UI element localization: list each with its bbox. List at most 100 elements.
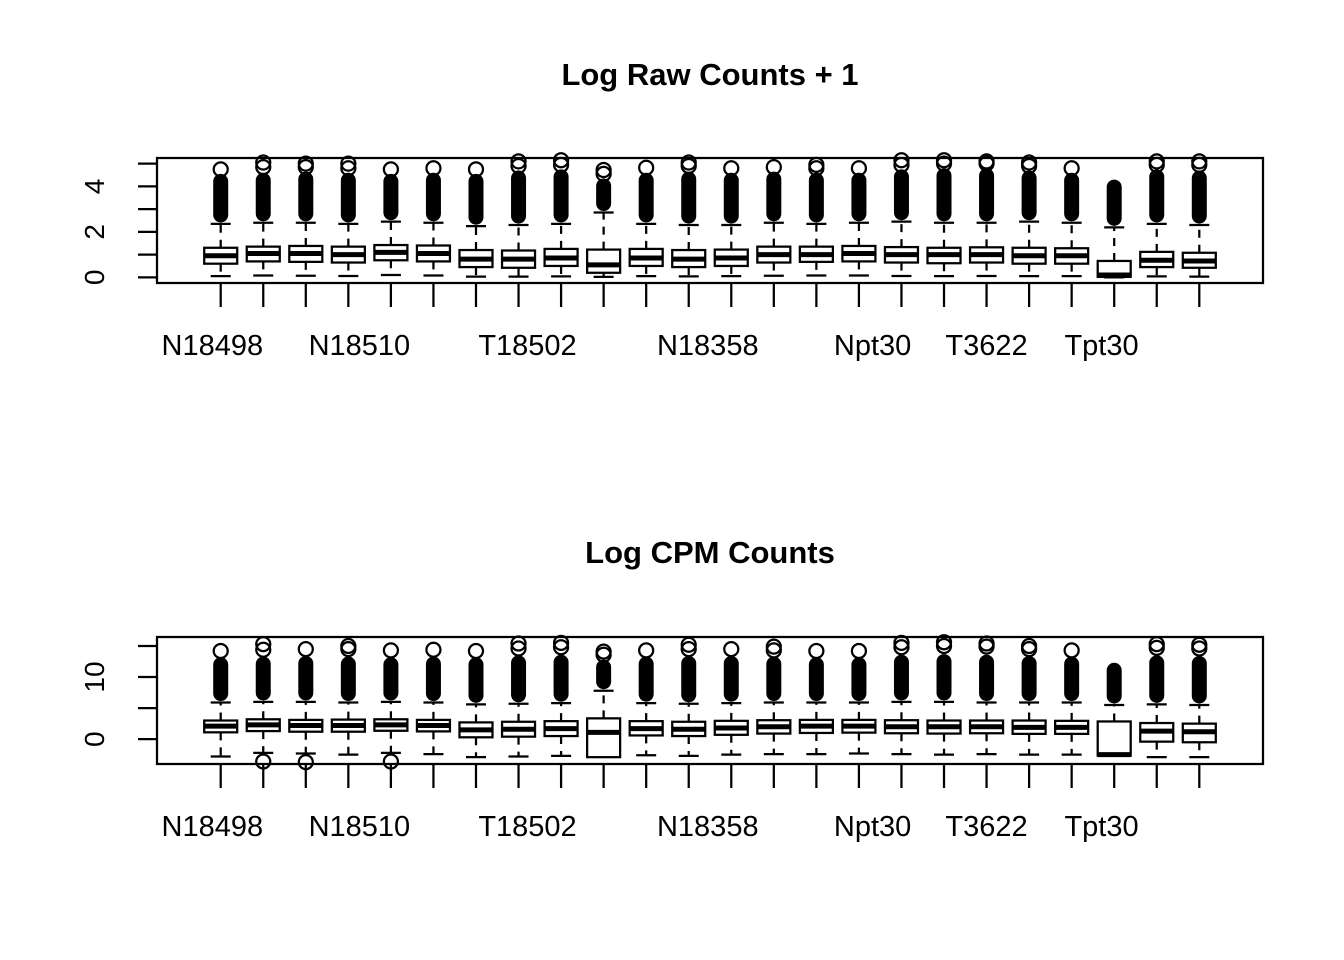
- outlier-column-tip: [468, 214, 484, 226]
- boxplot: [926, 152, 962, 278]
- outlier-point: [680, 154, 697, 171]
- outlier-point: [935, 634, 953, 651]
- outlier-point: [255, 154, 272, 171]
- outlier-point: [340, 637, 357, 655]
- boxplot: [203, 642, 239, 758]
- boxplot: [373, 642, 409, 770]
- outlier-point: [297, 155, 314, 172]
- x-axis-sample-label: Tpt30: [1064, 330, 1138, 362]
- outlier-point: [510, 640, 527, 657]
- outlier-column-tip: [681, 213, 697, 225]
- outlier-column-tip: [851, 210, 867, 222]
- boxplot: [415, 160, 452, 277]
- box: [586, 717, 622, 759]
- outlier-column-tip: [1021, 209, 1037, 221]
- boxplot: [543, 152, 579, 278]
- x-axis-sample-label: Npt30: [834, 811, 911, 843]
- outlier-column-tip: [553, 211, 569, 223]
- outlier-column-tip: [383, 689, 399, 701]
- outlier-point: [978, 153, 995, 170]
- outlier-column-tip: [1106, 215, 1122, 227]
- boxplot: [288, 155, 324, 277]
- outlier-point: [638, 642, 655, 659]
- boxplot: [883, 152, 920, 278]
- outlier-column-tip: [1021, 690, 1037, 702]
- outlier-point: [552, 639, 570, 656]
- x-axis-sample-label: T3622: [945, 811, 1027, 843]
- boxplot: [968, 635, 1005, 756]
- boxplot-panel-1: 0 10 N18498 N18510 T18502 N18358 Npt30 T3622 Tpt…: [79, 634, 1265, 843]
- outlier-column-tip: [553, 691, 569, 703]
- plot-border: [155, 156, 1265, 285]
- outlier-column-tip: [468, 692, 484, 704]
- outlier-column-tip: [511, 213, 527, 225]
- boxplot: [926, 634, 962, 756]
- outlier-column-tip: [723, 213, 739, 225]
- outlier-column-tip: [893, 209, 909, 221]
- outlier-column-tip: [638, 691, 654, 703]
- outlier-point: [552, 152, 570, 169]
- x-axis-sample-label: N18358: [657, 811, 759, 843]
- boxplot: [1011, 154, 1047, 278]
- y-axis-tick-label: 0: [79, 731, 110, 747]
- outlier-point: [467, 642, 485, 660]
- outlier-column-tip: [808, 690, 824, 702]
- outlier-column-tip: [723, 691, 739, 703]
- outlier-point: [638, 159, 655, 176]
- outlier-point: [425, 641, 442, 658]
- boxplot: [288, 640, 324, 771]
- outlier-point: [382, 161, 400, 178]
- boxplot: [245, 154, 281, 277]
- boxplot: [1096, 662, 1132, 758]
- boxplot: [756, 158, 792, 277]
- boxplot: [1096, 179, 1132, 279]
- outlier-column-tip: [298, 689, 314, 701]
- outlier-point: [765, 638, 782, 655]
- y-axis-tick-label: 2: [79, 224, 110, 240]
- outlier-column-tip: [766, 690, 782, 702]
- outlier-point: [1020, 154, 1038, 171]
- outlier-point: [850, 642, 868, 660]
- y-axis-tick-label: 0: [79, 270, 110, 286]
- outlier-column-tip: [340, 211, 356, 223]
- chart-title-log-cpm-counts: Log CPM Counts: [585, 535, 835, 570]
- outlier-point: [723, 640, 740, 658]
- x-axis-sample-label: N18510: [309, 811, 411, 843]
- boxplot: [415, 641, 452, 756]
- outlier-point: [1020, 637, 1038, 655]
- boxplot: [500, 635, 537, 758]
- outlier-point: [255, 641, 272, 658]
- boxplot-panel-0: 0 2 4 N18498 N18510 T18502 N18358 Npt30 T3622 Tpt…: [79, 152, 1265, 362]
- outlier-point: [255, 158, 272, 176]
- chart-title-log-raw-counts: Log Raw Counts + 1: [561, 57, 859, 92]
- outlier-point: [680, 640, 697, 658]
- boxplot: [628, 642, 664, 757]
- boxplot: [671, 636, 707, 758]
- outlier-point: [1191, 153, 1208, 170]
- outlier-point: [297, 754, 314, 771]
- x-axis-sample-label: N18358: [657, 330, 759, 362]
- outlier-column-tip: [596, 678, 612, 690]
- boxplot: [245, 636, 281, 770]
- outlier-column-tip: [1106, 693, 1122, 705]
- boxplot: [883, 634, 920, 756]
- boxplot: [1139, 153, 1175, 278]
- boxplot: [586, 161, 622, 278]
- outlier-point: [467, 161, 485, 178]
- outlier-column-tip: [213, 211, 229, 223]
- boxplot: [841, 642, 877, 755]
- outlier-column-tip: [808, 211, 824, 223]
- outlier-point: [723, 160, 740, 177]
- outlier-column-tip: [1191, 693, 1207, 705]
- x-axis-sample-label: N18498: [162, 811, 264, 843]
- boxplot: [841, 160, 877, 277]
- boxplot: [586, 643, 622, 759]
- outlier-point: [382, 642, 400, 659]
- outlier-column-tip: [1149, 211, 1165, 223]
- boxplot: [543, 634, 579, 758]
- boxplot: [1181, 153, 1217, 278]
- x-axis-sample-label: N18510: [309, 330, 411, 362]
- boxplot: [1054, 642, 1090, 756]
- boxplot: [798, 156, 834, 277]
